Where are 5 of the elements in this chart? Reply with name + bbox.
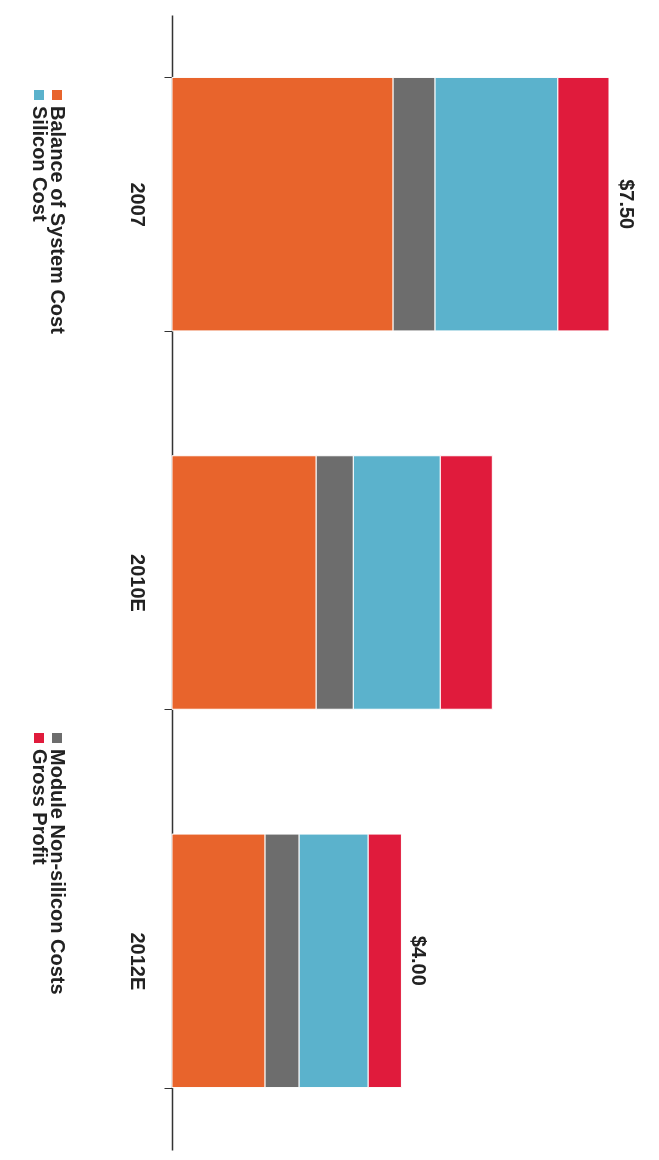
y-tick-label: 2007 — [126, 182, 149, 227]
annotation: $7.50 — [616, 179, 638, 230]
y-tick-label: 2012E — [126, 932, 149, 991]
y-tick-label: 2010E — [126, 554, 149, 612]
annotation: $4.00 — [408, 935, 431, 986]
